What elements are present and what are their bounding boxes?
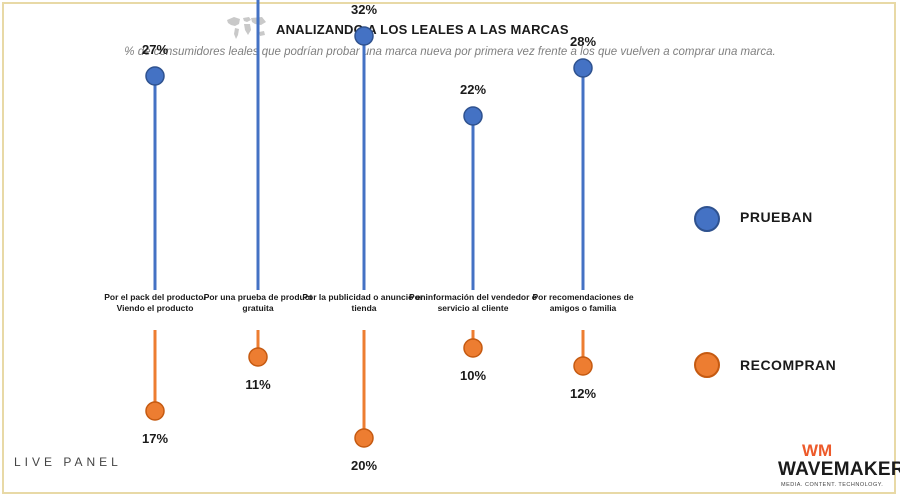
wavemaker-logo-name: WAVEMAKER xyxy=(778,459,900,480)
prueban-value-label: 27% xyxy=(141,42,169,57)
chart-title: ANALIZANDO A LOS LEALES A LAS MARCAS xyxy=(276,22,569,37)
world-map-icon xyxy=(227,17,266,39)
legend-label-prueban: PRUEBAN xyxy=(740,209,813,225)
recompran-value-label: 17% xyxy=(141,431,169,446)
livepanel-logo: LIVE PANEL xyxy=(14,455,122,469)
wavemaker-logo-mark: WM xyxy=(802,441,832,459)
category-label: Por recomendaciones de amigos o familia xyxy=(532,292,634,313)
recompran-dot xyxy=(145,401,165,421)
wavemaker-tagline: MEDIA. CONTENT. TECHNOLOGY. xyxy=(781,482,884,488)
prueban-value-label: 32% xyxy=(350,2,378,17)
recompran-value-label: 11% xyxy=(245,377,271,392)
category-label: Por el pack del producto/ Viendo el prod… xyxy=(104,292,206,313)
prueban-dot xyxy=(145,66,165,86)
prueban-dot xyxy=(354,26,374,46)
recompran-value-label: 20% xyxy=(350,458,378,473)
legend-dot-recompran xyxy=(694,352,720,378)
category-label: Por una prueba de product gratuita xyxy=(203,292,313,313)
prueban-dot xyxy=(463,106,483,126)
category-label: Por información del vendedor o servicio … xyxy=(409,292,537,313)
recompran-dot xyxy=(463,338,483,358)
recompran-dot xyxy=(354,428,374,448)
chart-subtitle: % de consumidores leales que podrían pro… xyxy=(124,46,776,58)
wavemaker-mark-text: WM xyxy=(802,441,832,459)
recompran-dot xyxy=(248,347,268,367)
prueban-value-label: 28% xyxy=(569,34,597,49)
recompran-dot xyxy=(573,356,593,376)
prueban-dot xyxy=(573,58,593,78)
recompran-value-label: 12% xyxy=(569,386,597,401)
legend-dot-prueban xyxy=(694,206,720,232)
recompran-value-label: 10% xyxy=(459,368,487,383)
category-label: Por la publicidad o anuncio en tienda xyxy=(302,292,426,313)
prueban-value-label: 22% xyxy=(459,82,487,97)
legend-label-recompran: RECOMPRAN xyxy=(740,357,837,373)
